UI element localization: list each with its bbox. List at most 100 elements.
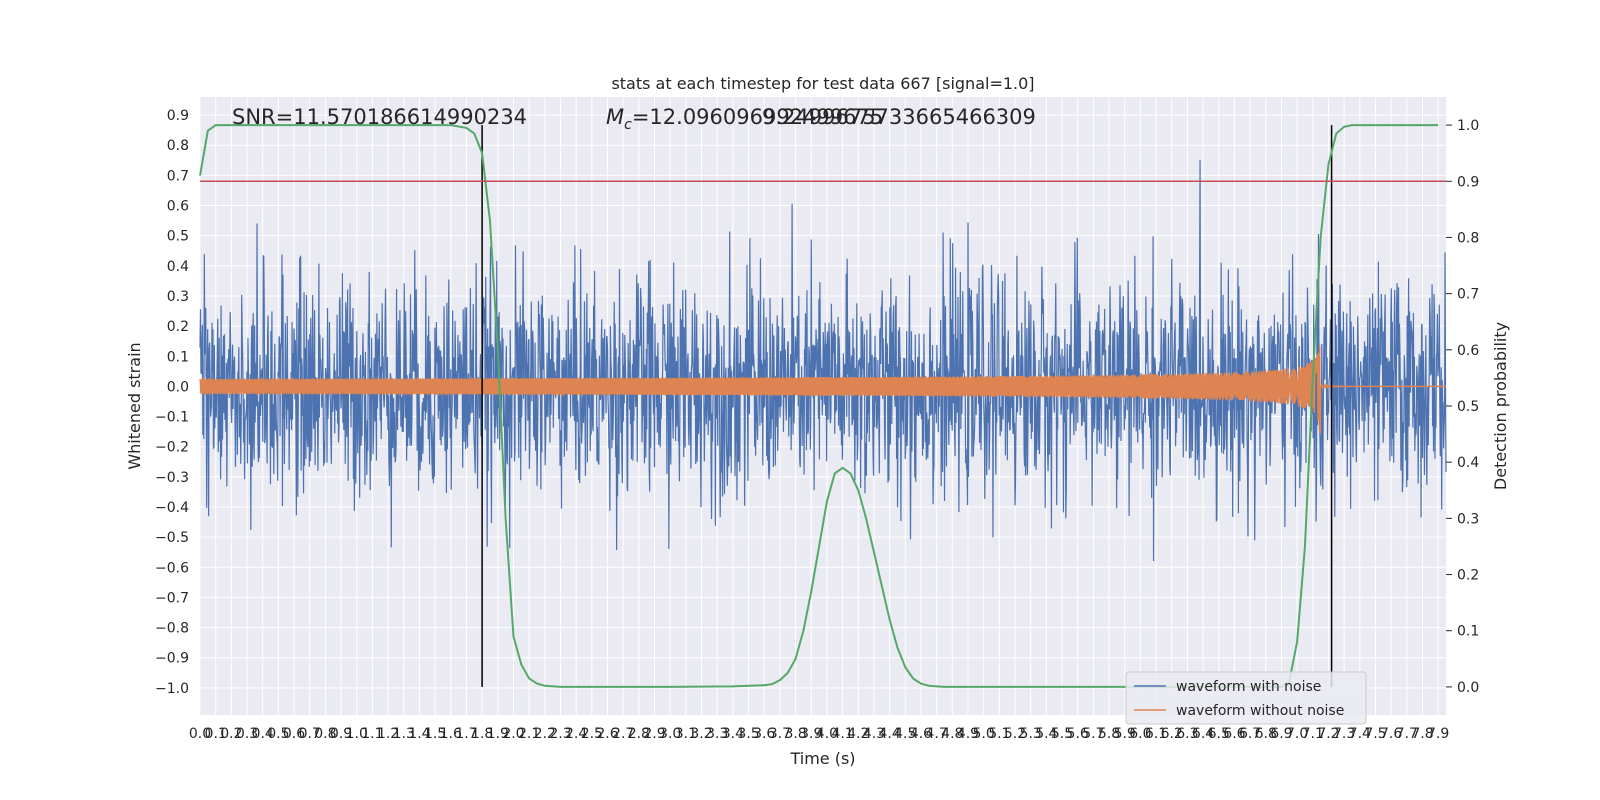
x-tick-label: 5.6 — [1067, 726, 1089, 742]
x-tick-label: 6.6 — [1223, 726, 1245, 742]
noise-waveform-line — [199, 160, 1447, 561]
x-tick-label: 5.5 — [1051, 726, 1073, 742]
y-left-tick-label: −0.3 — [155, 470, 189, 486]
y-right-tick-label: 0.2 — [1457, 568, 1479, 584]
x-tick-label: 3.7 — [769, 726, 791, 742]
x-tick-label: 2.3 — [549, 726, 571, 742]
x-tick-label: 1.4 — [408, 726, 430, 742]
detection-probability-series — [199, 124, 1439, 688]
x-tick-label: 6.8 — [1255, 726, 1277, 742]
x-tick-label: 1.8 — [471, 726, 493, 742]
x-tick-label: 1.5 — [424, 726, 446, 742]
x-tick-label: 5.0 — [973, 726, 995, 742]
x-tick-label: 2.8 — [628, 726, 650, 742]
detection-probability-line — [199, 124, 1439, 688]
y-left-tick-label: −0.2 — [155, 440, 189, 456]
x-tick-label: 2.0 — [502, 726, 524, 742]
clean-waveform-line — [199, 345, 1446, 434]
x-tick-label: 7.1 — [1302, 726, 1324, 742]
x-tick-label: 7.5 — [1364, 726, 1386, 742]
y-left-tick-label: −0.5 — [155, 530, 189, 546]
legend-label-noise: waveform with noise — [1176, 679, 1321, 695]
x-tick-label: 2.2 — [534, 726, 556, 742]
x-tick-label: 4.7 — [925, 726, 947, 742]
x-tick-label: 7.6 — [1380, 726, 1402, 742]
x-tick-label: 6.7 — [1239, 726, 1261, 742]
x-axis-label: Time (s) — [789, 749, 855, 768]
x-tick-label: 0.2 — [220, 726, 242, 742]
x-axis-ticks: 0.00.10.20.30.40.50.60.70.80.91.01.11.21… — [189, 726, 1449, 742]
y-left-tick-label: −0.6 — [155, 560, 189, 576]
y-left-tick-label: 0.0 — [167, 379, 189, 395]
x-tick-label: 5.8 — [1098, 726, 1120, 742]
x-tick-label: 7.4 — [1349, 726, 1371, 742]
x-tick-label: 1.6 — [440, 726, 462, 742]
x-tick-label: 1.9 — [487, 726, 509, 742]
y-axis-right-label: Detection probability — [1491, 322, 1510, 490]
x-tick-label: 6.9 — [1270, 726, 1292, 742]
x-tick-label: 5.2 — [1004, 726, 1026, 742]
legend-label-clean: waveform without noise — [1176, 703, 1344, 719]
y-right-tick-label: 0.3 — [1457, 511, 1479, 527]
x-tick-label: 4.8 — [941, 726, 963, 742]
y-left-tick-label: 0.1 — [167, 349, 189, 365]
y-right-tick-label: 0.4 — [1457, 455, 1479, 471]
y-right-tick-label: 0.0 — [1457, 680, 1479, 696]
x-tick-label: 3.2 — [690, 726, 712, 742]
y-left-tick-label: −0.4 — [155, 500, 189, 516]
x-tick-label: 3.9 — [800, 726, 822, 742]
x-tick-label: 5.7 — [1082, 726, 1104, 742]
x-tick-label: 4.6 — [910, 726, 932, 742]
x-tick-label: 6.1 — [1145, 726, 1167, 742]
x-tick-label: 5.4 — [1035, 726, 1057, 742]
legend: waveform with noise waveform without noi… — [1125, 671, 1367, 725]
x-tick-label: 0.6 — [283, 726, 305, 742]
x-tick-label: 3.8 — [784, 726, 806, 742]
x-tick-label: 0.4 — [252, 726, 274, 742]
x-tick-label: 4.0 — [816, 726, 838, 742]
y-left-tick-label: −0.9 — [155, 651, 189, 667]
x-tick-label: 3.4 — [722, 726, 744, 742]
x-tick-label: 4.2 — [847, 726, 869, 742]
y-left-tick-label: 0.9 — [167, 108, 189, 124]
x-tick-label: 6.3 — [1176, 726, 1198, 742]
y-right-tick-label: 1.0 — [1457, 118, 1479, 134]
x-tick-label: 1.0 — [346, 726, 368, 742]
y-right-tick-label: 0.8 — [1457, 230, 1479, 246]
y-left-tick-label: 0.5 — [167, 229, 189, 245]
y-left-tick-label: 0.2 — [167, 319, 189, 335]
x-tick-label: 0.0 — [189, 726, 211, 742]
clean-waveform-series — [199, 345, 1446, 434]
x-tick-label: 1.1 — [361, 726, 383, 742]
x-tick-label: 4.9 — [957, 726, 979, 742]
y-left-tick-label: 0.3 — [167, 289, 189, 305]
x-tick-label: 7.8 — [1411, 726, 1433, 742]
x-tick-label: 3.1 — [675, 726, 697, 742]
y-left-tick-label: −0.7 — [155, 590, 189, 606]
y-right-tick-label: 0.6 — [1457, 343, 1479, 359]
y-axis-right-ticks: 1.0 0.9 0.8 0.7 0.6 0.5 0.4 0.3 0.2 0.1 0.0 — [1446, 118, 1479, 696]
x-tick-label: 4.1 — [831, 726, 853, 742]
x-tick-label: 2.1 — [518, 726, 540, 742]
y-right-tick-label: 0.9 — [1457, 174, 1479, 190]
x-tick-label: 3.0 — [659, 726, 681, 742]
y-left-tick-label: −0.1 — [155, 410, 189, 426]
y-left-tick-label: −0.8 — [155, 621, 189, 637]
y-left-tick-label: 0.6 — [167, 199, 189, 215]
x-tick-label: 7.9 — [1427, 726, 1449, 742]
x-tick-label: 0.3 — [236, 726, 258, 742]
chirp-mass-overlap-annotation: 9.2499675733665466309 — [762, 105, 1036, 129]
x-tick-label: 0.8 — [314, 726, 336, 742]
y-left-tick-label: 0.4 — [167, 259, 189, 275]
x-tick-label: 1.7 — [455, 726, 477, 742]
x-tick-label: 4.3 — [863, 726, 885, 742]
x-tick-label: 6.2 — [1161, 726, 1183, 742]
x-tick-label: 5.9 — [1114, 726, 1136, 742]
x-tick-label: 2.6 — [596, 726, 618, 742]
vertical-markers — [481, 125, 1333, 687]
x-tick-label: 4.5 — [894, 726, 916, 742]
snr-annotation: SNR=11.570186614990234 — [232, 105, 527, 129]
y-left-tick-label: −1.0 — [155, 681, 189, 697]
x-tick-label: 4.4 — [878, 726, 900, 742]
